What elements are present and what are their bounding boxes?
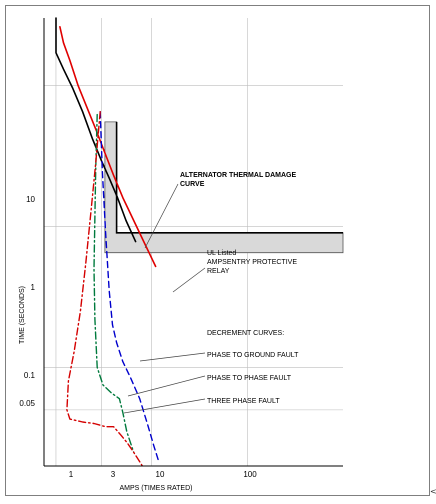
y-tick-label: 0.05 — [19, 399, 35, 408]
grid-layer — [44, 18, 343, 466]
leader-lines-layer — [123, 183, 206, 414]
thermal-damage-label-line2: CURVE — [180, 181, 205, 188]
figure-frame — [5, 5, 430, 496]
thermal-damage-leader — [144, 183, 179, 249]
x-tick-label: 3 — [111, 470, 116, 479]
y-tick-label: 1 — [31, 283, 36, 292]
y-tick-label: 0.1 — [24, 371, 36, 380]
relay-leader — [172, 267, 206, 293]
y-tick-label: 10 — [26, 195, 35, 204]
series-layer — [55, 17, 160, 467]
relay-label-line1: UL Listed — [207, 250, 236, 257]
three-phase-leader — [123, 398, 206, 414]
y-axis-title: TIME (SECONDS) — [19, 286, 26, 344]
phase-to-ground-curve — [99, 111, 160, 464]
phase-to-ground-label: PHASE TO GROUND FAULT — [207, 352, 299, 359]
phase-to-phase-label: PHASE TO PHASE FAULT — [207, 375, 292, 382]
phase-to-phase-curve — [93, 113, 135, 453]
relay-band-edge — [115, 121, 343, 234]
relay-label-line2: AMPSENTRY PROTECTIVE — [207, 259, 297, 266]
alternator-limit-curve — [55, 17, 137, 243]
x-tick-label: 100 — [243, 470, 257, 479]
relay-label-line3: RELAY — [207, 268, 230, 275]
three-phase-curve — [66, 111, 144, 467]
three-phase-label: THREE PHASE FAULT — [207, 398, 280, 405]
phase-to-phase-leader — [127, 375, 206, 397]
x-tick-label: 1 — [69, 470, 74, 479]
thermal-damage-label: ALTERNATOR THERMAL DAMAGE — [180, 172, 296, 179]
decrement-curves-heading: DECREMENT CURVES: — [207, 330, 284, 337]
x-axis-title: AMPS (TIMES RATED) — [120, 485, 193, 492]
plot-axes — [43, 18, 343, 467]
phase-to-ground-leader — [139, 352, 206, 362]
relay-band-layer — [104, 121, 344, 254]
edge-arrow-glyph: < — [430, 487, 436, 496]
thermal-damage-curve — [59, 26, 157, 268]
x-tick-label: 10 — [156, 470, 165, 479]
